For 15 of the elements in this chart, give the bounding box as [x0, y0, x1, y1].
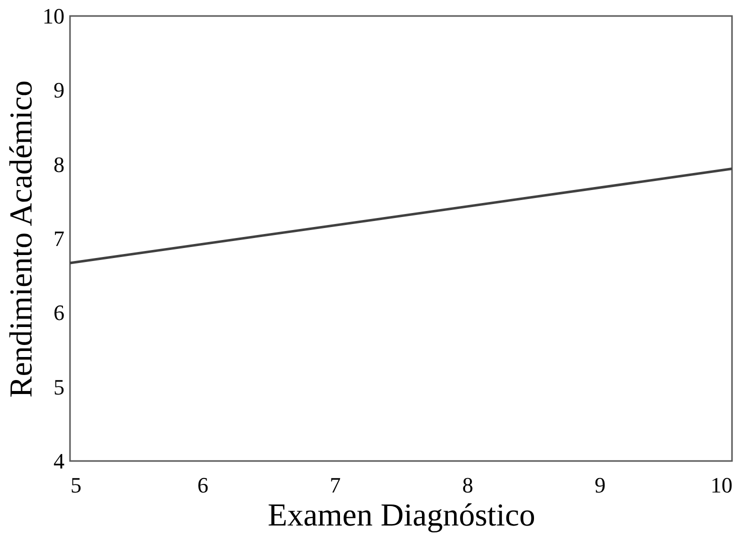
y-tick-label: 8 [54, 152, 64, 177]
x-tick-label: 7 [330, 472, 341, 498]
x-tick-label: 6 [197, 472, 208, 498]
x-tick-label: 8 [462, 472, 474, 498]
y-tick-label: 10 [42, 4, 64, 28]
y-tick-label: 7 [54, 226, 64, 251]
x-tick-label: 10 [710, 472, 732, 498]
y-axis-title: Rendimiento Académico [2, 80, 38, 398]
x-tick-label: 9 [594, 472, 606, 498]
x-axis-title: Examen Diagnóstico [268, 496, 536, 532]
y-tick-label: 9 [54, 78, 64, 103]
x-tick-label: 5 [70, 472, 82, 498]
y-tick-label: 5 [54, 374, 64, 400]
y-tick-label: 4 [54, 448, 64, 474]
y-tick-label: 6 [54, 300, 64, 326]
